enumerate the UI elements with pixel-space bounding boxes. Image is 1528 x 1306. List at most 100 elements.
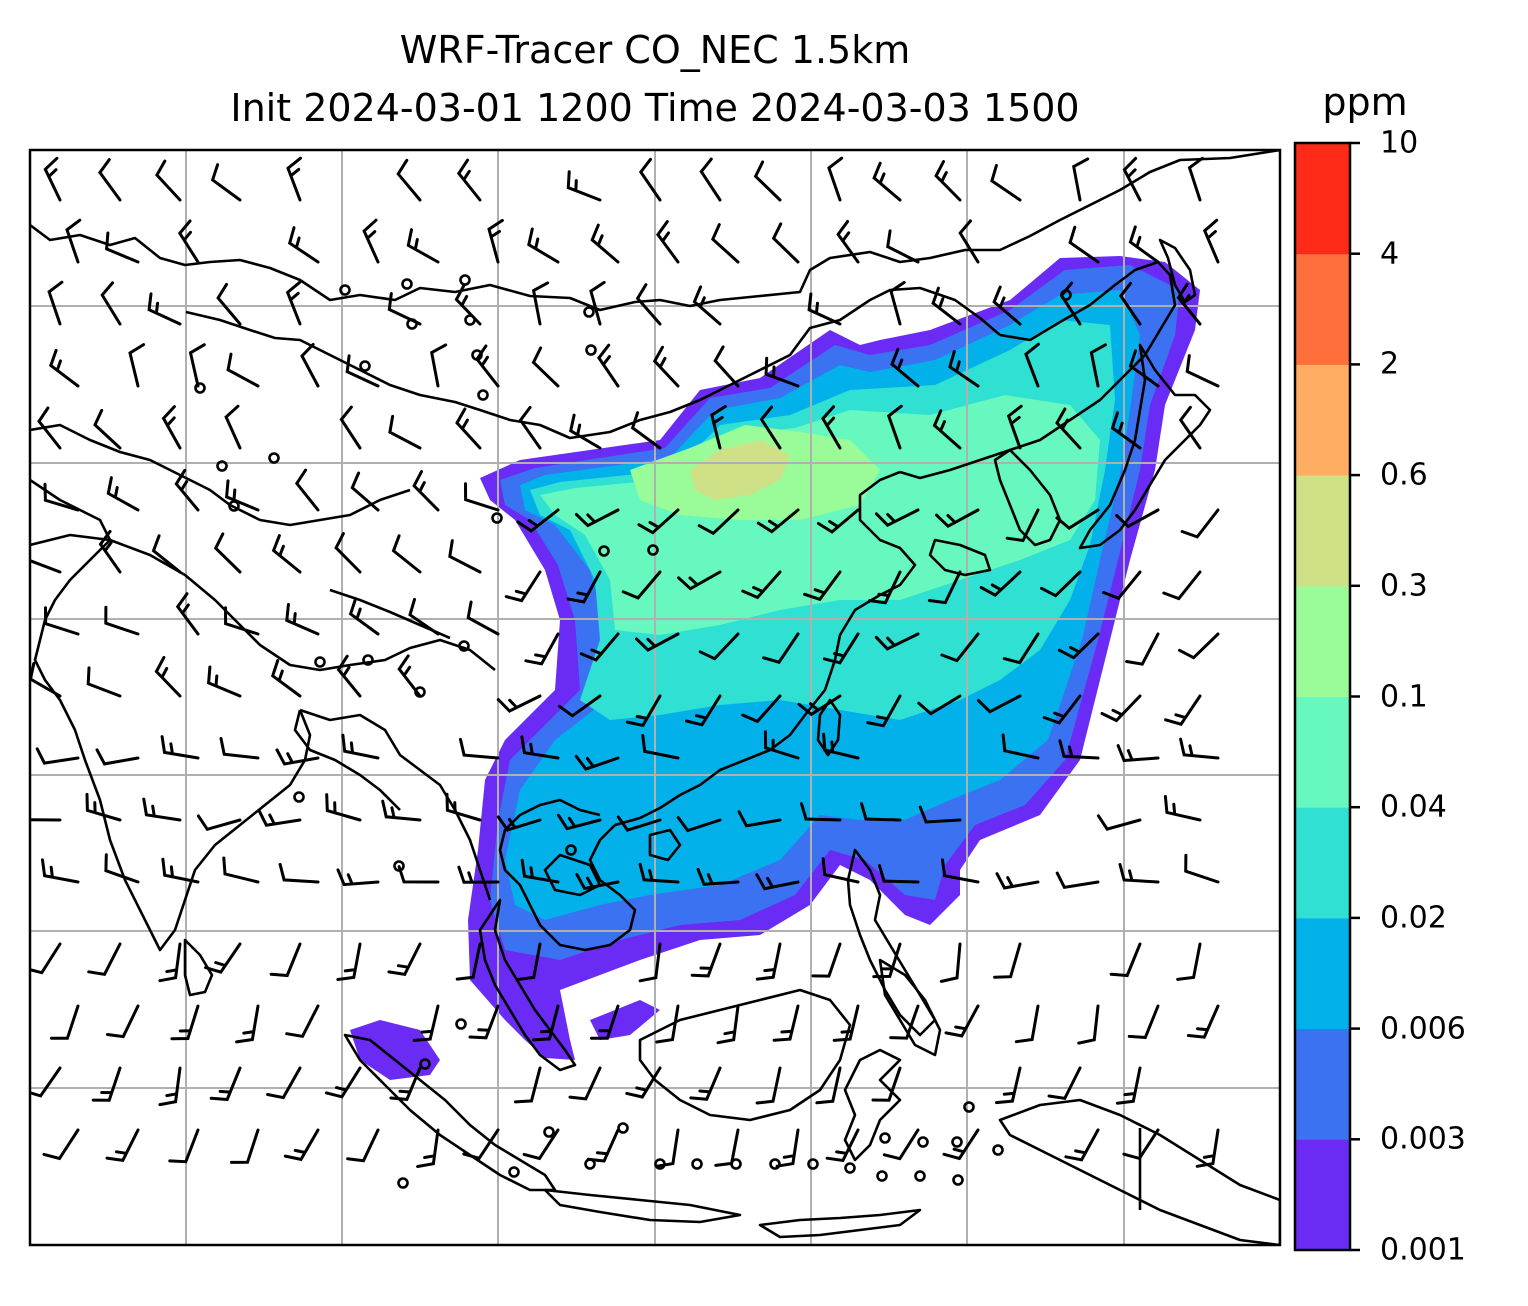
calm-wind-circle xyxy=(654,1158,666,1170)
calm-wind-circle xyxy=(584,1158,596,1170)
wind-barb xyxy=(348,597,380,636)
wind-barb xyxy=(516,942,542,981)
wind-barb xyxy=(1116,744,1160,763)
wind-barb xyxy=(269,942,302,978)
wind-barbs xyxy=(30,156,1220,1168)
wind-barb xyxy=(979,570,1022,598)
wind-barb xyxy=(104,605,140,636)
wind-barb xyxy=(575,873,620,891)
wind-barb xyxy=(1202,218,1220,264)
wind-barb xyxy=(283,1128,320,1162)
wind-barb xyxy=(300,343,320,388)
wind-barb xyxy=(934,160,962,202)
calm-wind-circle xyxy=(216,460,228,472)
wind-barb xyxy=(940,632,980,663)
wind-barb xyxy=(1184,853,1220,884)
calm-wind-circle xyxy=(362,654,374,666)
wind-barb xyxy=(466,600,500,636)
calm-wind-circle xyxy=(951,1136,963,1148)
wind-barb xyxy=(872,161,902,202)
wind-barb xyxy=(213,532,242,574)
wind-barb xyxy=(396,158,422,202)
colorbar-tick-label: 0.3 xyxy=(1380,568,1428,604)
wind-barb xyxy=(676,816,722,833)
calm-wind-circle xyxy=(508,1166,520,1178)
colorbar-band xyxy=(1295,585,1350,697)
wind-barb xyxy=(1186,1004,1220,1039)
colorbar xyxy=(1293,141,1360,1252)
wind-barb xyxy=(568,1066,602,1101)
wind-barb xyxy=(621,570,662,600)
wind-barb xyxy=(520,858,560,884)
calm-wind-circle xyxy=(471,349,483,361)
wind-barb xyxy=(257,809,302,827)
wind-barb xyxy=(204,942,242,974)
colorbar-band xyxy=(1295,253,1350,365)
calm-wind-circle xyxy=(458,640,470,652)
wind-barb xyxy=(958,219,980,264)
wind-barb xyxy=(86,666,122,698)
wind-barb xyxy=(455,942,482,981)
calm-wind-circle xyxy=(585,344,597,356)
colorbar-tick-label: 0.003 xyxy=(1380,1121,1466,1157)
wind-barb xyxy=(235,1004,260,1044)
wind-barb xyxy=(635,283,662,326)
wind-barb xyxy=(821,405,842,450)
wind-barb xyxy=(270,659,302,698)
wind-barb xyxy=(753,160,782,202)
wind-barb xyxy=(104,853,140,884)
wind-barb xyxy=(1164,694,1202,726)
wind-barb xyxy=(381,799,422,822)
wind-barb xyxy=(874,632,920,651)
wind-barb xyxy=(408,597,440,636)
calm-wind-circle xyxy=(464,314,476,326)
colorbar-tick-label: 4 xyxy=(1380,236,1400,272)
wind-barb xyxy=(455,407,482,450)
calm-wind-circle xyxy=(543,1126,555,1138)
wind-barb xyxy=(630,411,662,450)
wind-barb xyxy=(803,570,842,602)
wind-barb xyxy=(287,226,320,264)
wind-barb xyxy=(527,227,560,264)
wind-barb xyxy=(464,482,500,512)
wind-barb xyxy=(1179,737,1220,760)
wind-barb xyxy=(341,733,380,760)
wind-barb xyxy=(389,1066,422,1101)
wind-barb xyxy=(655,1004,680,1044)
wind-barb xyxy=(230,1128,260,1164)
wind-barb xyxy=(35,747,80,765)
wind-barb xyxy=(566,570,602,604)
wind-barb xyxy=(275,748,320,766)
wind-barb xyxy=(219,737,260,760)
wind-barb xyxy=(160,735,200,760)
wind-barb xyxy=(531,346,560,388)
wind-barb xyxy=(762,632,800,664)
calm-wind-circle xyxy=(406,318,418,330)
wind-barb xyxy=(569,413,602,450)
wind-barb xyxy=(210,163,242,202)
wind-barb xyxy=(524,632,560,666)
wind-barb xyxy=(942,1128,980,1161)
colorbar-band xyxy=(1295,696,1350,808)
wind-barb xyxy=(1042,694,1082,725)
wind-barb xyxy=(406,228,440,264)
wind-barb xyxy=(98,158,122,202)
colorbar-band xyxy=(1295,917,1350,1030)
wind-barb xyxy=(91,1066,122,1102)
wind-barb xyxy=(772,1004,800,1042)
wind-barb xyxy=(1089,343,1107,388)
wind-barb xyxy=(1006,404,1023,450)
wind-barb xyxy=(142,797,182,822)
wind-barb xyxy=(677,570,722,591)
wind-barb xyxy=(416,1128,440,1168)
wind-barb xyxy=(1100,694,1142,723)
wind-barb xyxy=(917,694,962,716)
wind-barb xyxy=(1180,508,1220,539)
wind-barb xyxy=(1115,508,1160,529)
calm-wind-circle xyxy=(339,284,351,296)
wind-barb xyxy=(514,1066,542,1104)
calm-wind-circle xyxy=(401,278,413,290)
wind-barb xyxy=(1055,407,1082,450)
colorbar-band xyxy=(1295,1139,1350,1251)
wind-barb xyxy=(652,345,680,388)
